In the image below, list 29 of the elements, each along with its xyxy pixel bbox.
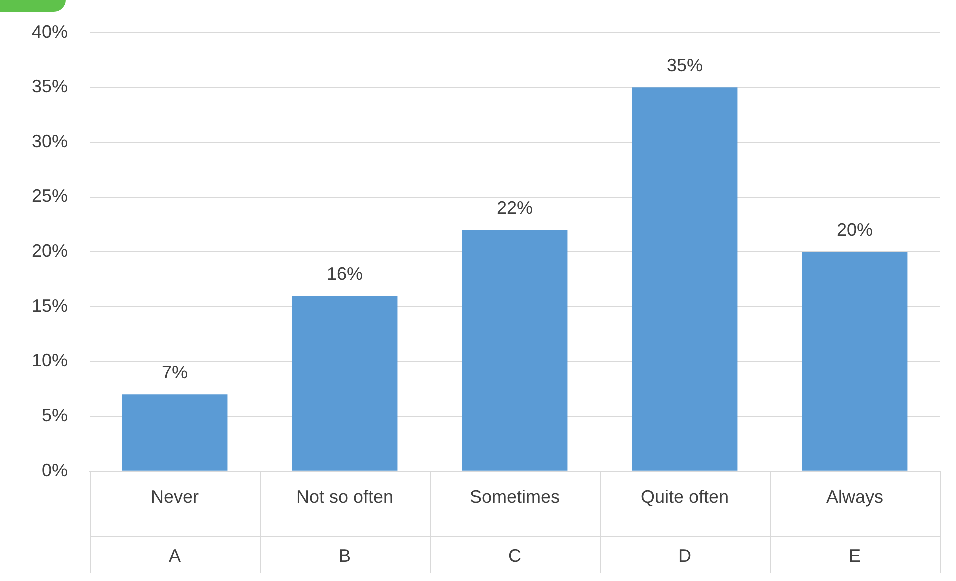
bar [802,252,908,471]
x-tick-label: Quite often [640,487,730,508]
x-tick-label: Not so often [296,487,394,508]
data-label: 7% [162,362,188,383]
bar [122,394,228,471]
x-tick-label: Never [151,487,200,508]
data-label: 35% [666,56,704,76]
data-label: 20% [836,220,874,240]
y-tick-label: 20% [32,241,68,262]
y-tick-label: 15% [32,296,68,316]
y-tick-label: 10% [32,350,68,371]
y-tick-label: 35% [32,76,68,97]
x-tick-label: Sometimes [470,487,560,508]
bar [632,88,738,471]
data-label: 22% [497,198,534,218]
text: B [339,546,352,566]
bar [462,230,568,471]
y-tick-label: 30% [32,131,68,152]
y-tick-label: 0% [42,460,68,480]
bar [292,296,398,471]
data-label: 16% [327,264,364,284]
text: E [848,546,862,566]
y-tick-label: 5% [42,406,68,426]
text: C [508,546,522,566]
text: D [678,546,692,566]
text: A [169,546,182,566]
x-tick-label: Always [826,487,884,508]
y-tick-label: 25% [32,186,68,206]
y-tick-label: 40% [32,22,68,42]
